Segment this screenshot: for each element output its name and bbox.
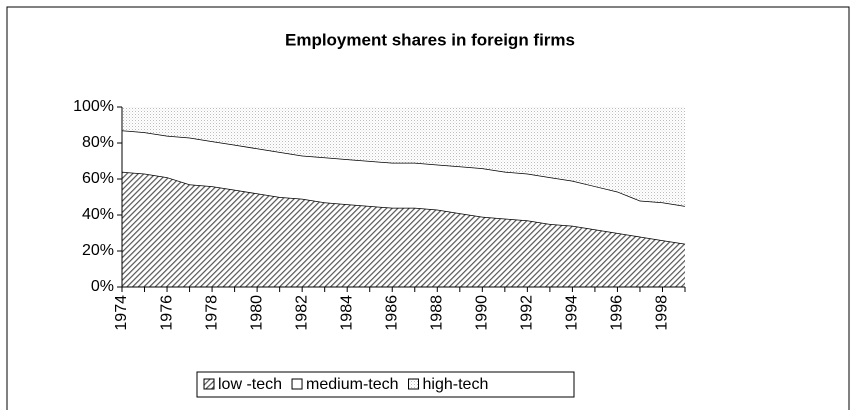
x-tick-label: 1994 — [564, 295, 581, 331]
legend-label: medium-tech — [306, 376, 398, 393]
legend-label: high-tech — [423, 376, 489, 393]
legend-swatch — [408, 378, 420, 390]
chart-title: Employment shares in foreign firms — [285, 30, 575, 49]
y-tick-label: 0% — [91, 278, 114, 295]
x-tick-label: 1978 — [203, 295, 220, 331]
x-tick-label: 1988 — [428, 295, 445, 331]
area — [122, 130, 685, 244]
x-tick-label: 1980 — [248, 295, 265, 331]
legend-swatch — [203, 378, 215, 390]
x-tick-label: 1974 — [113, 295, 130, 331]
x-tick-label: 1990 — [474, 295, 491, 331]
x-tick-label: 1984 — [338, 295, 355, 331]
chart-frame — [6, 6, 850, 410]
x-tick-label: 1976 — [158, 295, 175, 331]
x-tick-label: 1996 — [609, 295, 626, 331]
y-tick-label: 80% — [82, 134, 114, 151]
y-tick-label: 100% — [73, 98, 114, 115]
x-tick-label: 1986 — [383, 295, 400, 331]
x-tick-label: 1998 — [654, 295, 671, 331]
legend-box — [196, 371, 575, 398]
y-tick-label: 40% — [82, 206, 114, 223]
legend-swatch — [291, 378, 303, 390]
x-tick-label: 1992 — [519, 295, 536, 331]
legend-label: low -tech — [218, 376, 282, 393]
x-tick-label: 1982 — [293, 295, 310, 331]
y-tick-label: 20% — [82, 242, 114, 259]
y-tick-label: 60% — [82, 170, 114, 187]
area — [122, 107, 685, 206]
area — [122, 171, 685, 287]
